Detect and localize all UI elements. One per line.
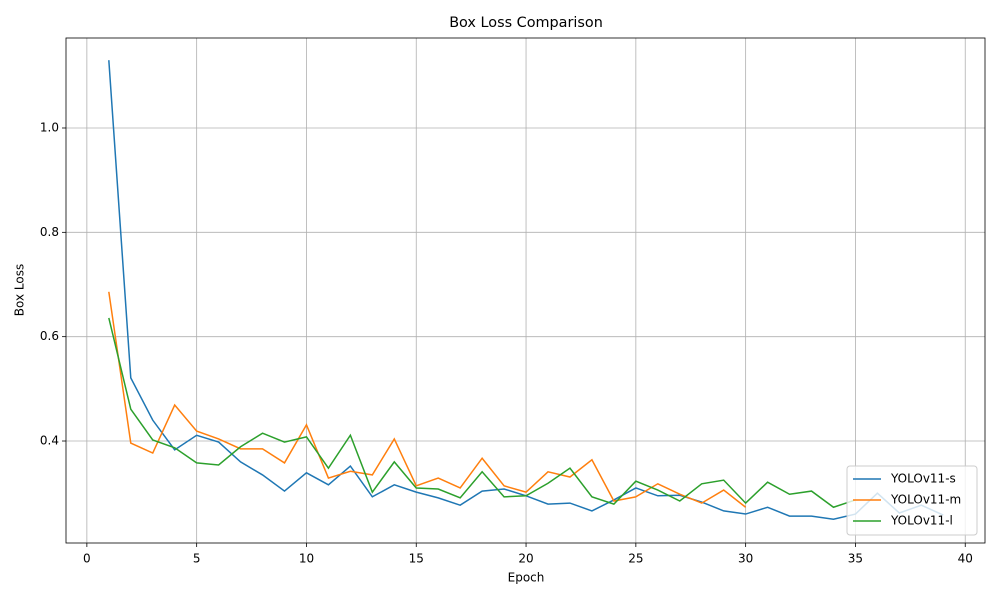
plot-frame: [65, 37, 986, 544]
line-series: [108, 317, 856, 509]
x-tick-label: 35: [848, 552, 863, 566]
y-tick-label: 0.6: [40, 329, 59, 343]
x-tick-label: 15: [409, 552, 424, 566]
y-tick-label: 0.8: [40, 225, 59, 239]
x-tick-label: 30: [738, 552, 753, 566]
line-series: [108, 291, 747, 508]
x-tick-label: 20: [518, 552, 533, 566]
chart-title: Box Loss Comparison: [449, 15, 603, 31]
y-tick-label: 1.0: [40, 120, 59, 134]
x-tick-label: 40: [958, 552, 973, 566]
x-tick-label: 0: [83, 552, 91, 566]
legend-label: YOLOv11-s: [890, 472, 956, 486]
legend-label: YOLOv11-l: [890, 514, 953, 528]
legend-label: YOLOv11-m: [890, 493, 961, 507]
y-axis-label: Box Loss: [13, 264, 27, 316]
x-tick-label: 25: [628, 552, 643, 566]
x-axis-label: Epoch: [508, 571, 545, 585]
x-tick-label: 5: [193, 552, 201, 566]
x-tick-label: 10: [299, 552, 314, 566]
legend-box: [846, 465, 978, 536]
y-tick-label: 0.4: [40, 434, 59, 448]
